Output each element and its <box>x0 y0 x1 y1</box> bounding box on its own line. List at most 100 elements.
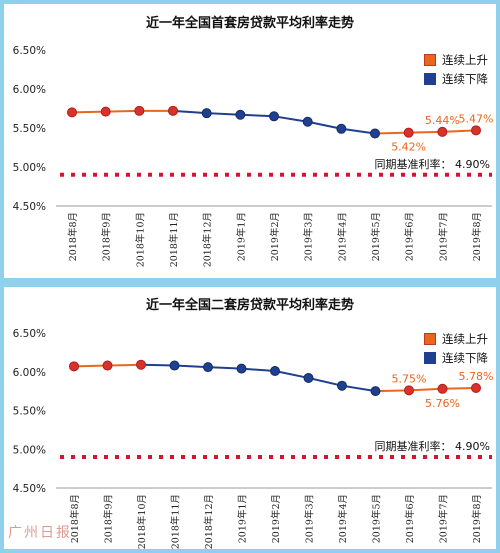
data-point <box>403 127 414 138</box>
x-tick-label: 2019年4月 <box>337 494 349 543</box>
x-tick-label: 2018年11月 <box>170 494 182 549</box>
series-line-segment <box>240 113 275 118</box>
data-point <box>69 361 79 372</box>
data-point <box>236 363 247 374</box>
series-line-segment <box>105 109 140 113</box>
x-tick-label: 2019年2月 <box>270 494 282 543</box>
x-tick-label: 2019年6月 <box>404 494 416 543</box>
series-line-segment <box>408 387 443 392</box>
series-line-segment <box>172 109 207 115</box>
second-home-rate-chart: 6.50% 6.00% 5.50% 5.00% 4.50% 2018年8月 2018年9月 2… <box>13 328 494 549</box>
series-line-segment <box>140 363 175 367</box>
data-point <box>136 359 146 370</box>
series-line-segment <box>207 366 242 370</box>
y-tick-label: 6.50% <box>13 45 46 57</box>
x-tick-label: 2018年10月 <box>134 212 146 267</box>
data-label: 5.76% <box>425 397 460 410</box>
series-line-segment <box>241 367 276 372</box>
chart-panel-second-home: 近一年全国二套房贷款平均利率走势 6.50% 6.00% 5.50% 5.00% 4.5… <box>4 287 496 549</box>
legend-item-rise: 连续上升 <box>424 329 488 348</box>
data-point <box>471 125 481 136</box>
x-tick-label: 2019年8月 <box>471 212 483 261</box>
orange-swatch-icon <box>424 53 436 66</box>
baseline-rate-label: 同期基准利率： 4.90% <box>375 439 490 453</box>
newspaper-watermark: 广州日报 <box>8 525 72 541</box>
series-line-segment <box>341 384 376 393</box>
legend: 连续上升 连续下降 <box>424 50 488 88</box>
x-tick-label: 2018年9月 <box>103 494 115 543</box>
x-tick-label: 2018年9月 <box>101 212 113 261</box>
legend: 连续上升 连续下降 <box>424 329 488 367</box>
data-point <box>169 360 180 371</box>
y-tick-label: 6.50% <box>13 328 46 340</box>
legend-item-rise: 连续上升 <box>424 50 488 69</box>
x-tick-label: 2019年3月 <box>304 494 316 543</box>
data-point <box>437 126 448 137</box>
x-tick-label: 2019年5月 <box>371 494 383 543</box>
x-tick-label: 2019年7月 <box>438 494 450 543</box>
x-tick-label: 2019年1月 <box>235 212 247 261</box>
data-point <box>370 386 381 397</box>
y-tick-label: 6.00% <box>13 367 46 379</box>
data-point <box>269 111 279 122</box>
data-point <box>303 372 314 383</box>
series-line-segment <box>408 130 443 134</box>
y-tick-label: 5.50% <box>13 123 46 135</box>
legend-label-rise: 连续上升 <box>442 331 488 346</box>
data-point <box>67 107 77 118</box>
series-line-segment <box>341 127 376 135</box>
orange-swatch-icon <box>424 332 436 345</box>
legend-label-fall: 连续下降 <box>442 71 488 86</box>
data-label: 5.42% <box>391 141 426 154</box>
y-tick-label: 6.00% <box>13 84 46 96</box>
x-tick-label: 2018年12月 <box>203 494 215 549</box>
baseline-rate-label: 同期基准利率： 4.90% <box>375 157 490 171</box>
x-tick-label: 2019年1月 <box>237 494 249 543</box>
data-point <box>302 116 313 127</box>
series-line-segment <box>375 389 410 393</box>
x-tick-label: 2019年7月 <box>437 212 449 261</box>
data-label: 5.78% <box>459 370 494 383</box>
x-tick-label: 2019年2月 <box>269 212 281 261</box>
blue-swatch-icon <box>424 351 436 364</box>
data-point <box>337 380 347 391</box>
x-tick-label: 2019年5月 <box>370 212 382 261</box>
data-point <box>102 360 113 371</box>
data-point <box>235 109 246 120</box>
y-tick-label: 5.00% <box>13 444 46 456</box>
chart-title: 近一年全国二套房贷款平均利率走势 <box>145 298 354 313</box>
data-point <box>203 362 213 373</box>
x-tick-label: 2018年12月 <box>202 212 214 267</box>
series-line-segment <box>374 131 409 135</box>
blue-swatch-icon <box>424 72 436 85</box>
x-tick-label: 2018年10月 <box>136 494 148 549</box>
x-tick-label: 2019年6月 <box>404 212 416 261</box>
x-tick-label: 2019年3月 <box>303 212 315 261</box>
series-line-segment <box>308 376 343 387</box>
series-line-segment <box>206 112 241 116</box>
chart-panel-first-home: 近一年全国首套房贷款平均利率走势 6.50% 6.00% 5.50% 5.00% 4.5… <box>4 4 496 278</box>
legend-item-fall: 连续下降 <box>424 348 488 367</box>
data-point <box>270 365 280 376</box>
y-tick-label: 5.50% <box>13 406 46 418</box>
y-tick-label: 5.00% <box>13 162 46 174</box>
data-point <box>201 108 212 119</box>
data-label: 5.75% <box>392 372 427 385</box>
series-line-segment <box>71 110 106 114</box>
x-tick-label: 2019年8月 <box>471 494 483 543</box>
series-line-segment <box>274 369 309 379</box>
data-point <box>336 123 347 134</box>
legend-label-fall: 连续下降 <box>442 350 488 365</box>
series-line-segment <box>73 364 108 368</box>
data-label: 5.47% <box>459 112 494 125</box>
x-tick-label: 2019年4月 <box>336 212 348 261</box>
data-label: 5.44% <box>425 114 460 127</box>
y-tick-label: 4.50% <box>13 201 46 213</box>
data-point <box>168 105 178 116</box>
series-line-segment <box>174 364 209 369</box>
series-line-segment <box>442 387 477 390</box>
first-home-rate-chart: 6.50% 6.00% 5.50% 5.00% 4.50% 2018年8月 2018年9月 2… <box>13 45 494 267</box>
data-point <box>134 105 145 116</box>
y-tick-label: 4.50% <box>13 483 46 495</box>
data-point <box>437 383 448 394</box>
